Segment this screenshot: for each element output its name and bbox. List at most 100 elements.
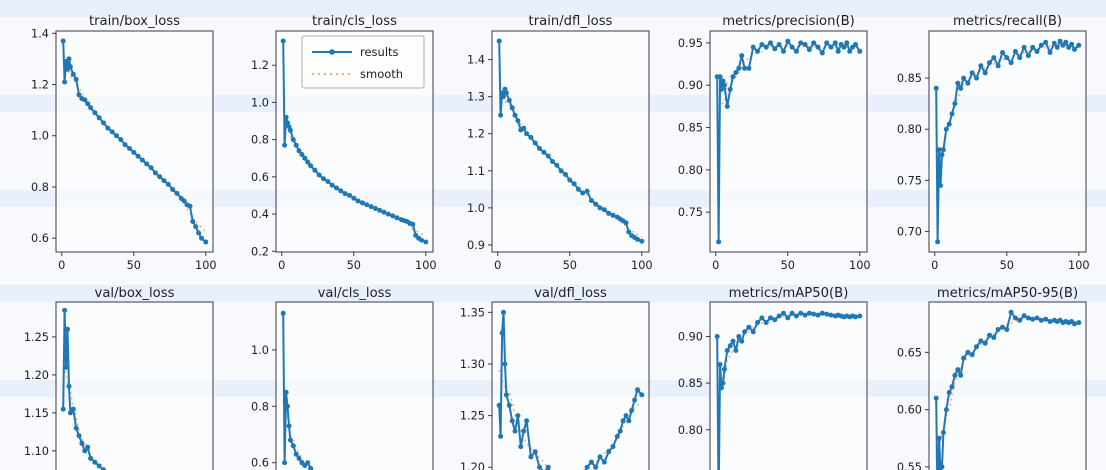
results-marker — [750, 329, 756, 335]
results-marker — [949, 384, 955, 390]
results-marker — [193, 224, 199, 230]
results-marker — [148, 165, 154, 171]
results-marker — [1000, 50, 1005, 55]
results-marker — [597, 205, 603, 211]
results-marker — [958, 372, 964, 378]
results-marker — [730, 338, 736, 344]
y-tick-label: 0.95 — [678, 37, 703, 50]
results-marker — [755, 320, 760, 325]
results-marker — [144, 161, 150, 167]
results-marker — [82, 97, 88, 103]
results-marker — [96, 115, 102, 121]
results-marker — [498, 112, 504, 118]
axes — [491, 301, 650, 470]
chart-title: val/cls_loss — [318, 286, 392, 301]
x-tick-label: 0 — [931, 259, 938, 272]
results-marker — [502, 361, 508, 367]
results-marker — [835, 48, 841, 54]
results-marker — [965, 349, 971, 355]
y-tick-label: 1.10 — [24, 445, 49, 458]
results-marker — [347, 192, 352, 198]
results-marker — [610, 212, 616, 218]
results-marker — [742, 329, 748, 335]
results-marker — [321, 176, 326, 182]
x-tick-label: 50 — [1000, 259, 1014, 272]
results-marker — [1012, 49, 1018, 54]
results-marker — [76, 433, 82, 439]
results-marker — [736, 334, 742, 339]
results-marker — [359, 200, 365, 206]
results-marker — [1069, 41, 1075, 47]
results-marker — [338, 188, 344, 194]
results-marker — [135, 153, 141, 159]
results-marker — [506, 97, 512, 103]
results-marker — [101, 120, 106, 126]
results-marker — [946, 121, 952, 127]
results-marker — [550, 159, 555, 164]
results-marker — [515, 413, 521, 419]
results-marker — [755, 48, 760, 54]
results-marker — [995, 63, 1001, 69]
results-marker — [742, 65, 748, 71]
results-marker — [789, 310, 795, 316]
results-marker — [62, 79, 68, 85]
results-marker — [63, 364, 69, 370]
y-tick-label: 0.80 — [897, 123, 922, 136]
axes — [55, 30, 214, 253]
results-marker — [109, 129, 115, 135]
results-marker — [385, 211, 391, 217]
y-tick-label: 0.80 — [678, 164, 703, 177]
y-tick-label: 0.8 — [251, 134, 269, 147]
results-marker — [181, 198, 187, 204]
chart-title: train/dfl_loss — [529, 14, 613, 29]
results-marker — [629, 407, 635, 413]
results-marker — [368, 204, 374, 210]
results-marker — [312, 167, 318, 173]
results-marker — [1021, 44, 1027, 50]
y-tick-label: 0.75 — [678, 206, 703, 219]
results-marker — [1017, 55, 1023, 61]
results-marker — [623, 413, 629, 419]
y-tick-label: 1.4 — [467, 54, 485, 67]
results-marker — [518, 444, 524, 450]
results-marker — [280, 38, 286, 44]
results-marker — [290, 137, 296, 143]
y-tick-label: 0.4 — [251, 208, 269, 221]
y-tick-label: 0.8 — [31, 181, 49, 194]
results-marker — [521, 125, 527, 131]
y-tick-label: 0.2 — [251, 245, 269, 258]
results-marker — [982, 340, 988, 346]
y-tick-label: 1.2 — [251, 59, 269, 72]
results-marker — [1000, 324, 1005, 330]
results-marker — [532, 140, 538, 146]
legend: results smooth — [301, 35, 425, 89]
results-marker — [789, 44, 795, 50]
results-marker — [635, 236, 640, 242]
results-marker — [610, 444, 616, 450]
results-marker — [588, 459, 594, 465]
results-marker — [987, 332, 992, 338]
results-marker — [940, 147, 946, 153]
results-marker — [844, 40, 850, 46]
chart-title: metrics/mAP50(B) — [729, 286, 849, 301]
results-marker — [958, 85, 964, 91]
results-marker — [811, 311, 817, 317]
results-marker — [503, 392, 509, 398]
results-marker — [606, 210, 612, 216]
y-tick-label: 0.8 — [251, 400, 269, 413]
chart-title: train/cls_loss — [312, 14, 397, 29]
y-tick-label: 1.25 — [460, 410, 485, 423]
results-marker — [617, 428, 623, 434]
results-marker — [66, 56, 72, 62]
results-marker — [955, 367, 961, 373]
x-tick-label: 0 — [712, 259, 719, 272]
results-marker — [203, 239, 209, 245]
results-marker — [509, 105, 515, 111]
results-marker — [768, 40, 773, 46]
results-marker — [293, 451, 299, 457]
y-tick-label: 1.1 — [467, 165, 485, 178]
results-marker — [537, 464, 542, 470]
results-marker — [114, 133, 119, 139]
chart-title: metrics/precision(B) — [722, 14, 855, 29]
